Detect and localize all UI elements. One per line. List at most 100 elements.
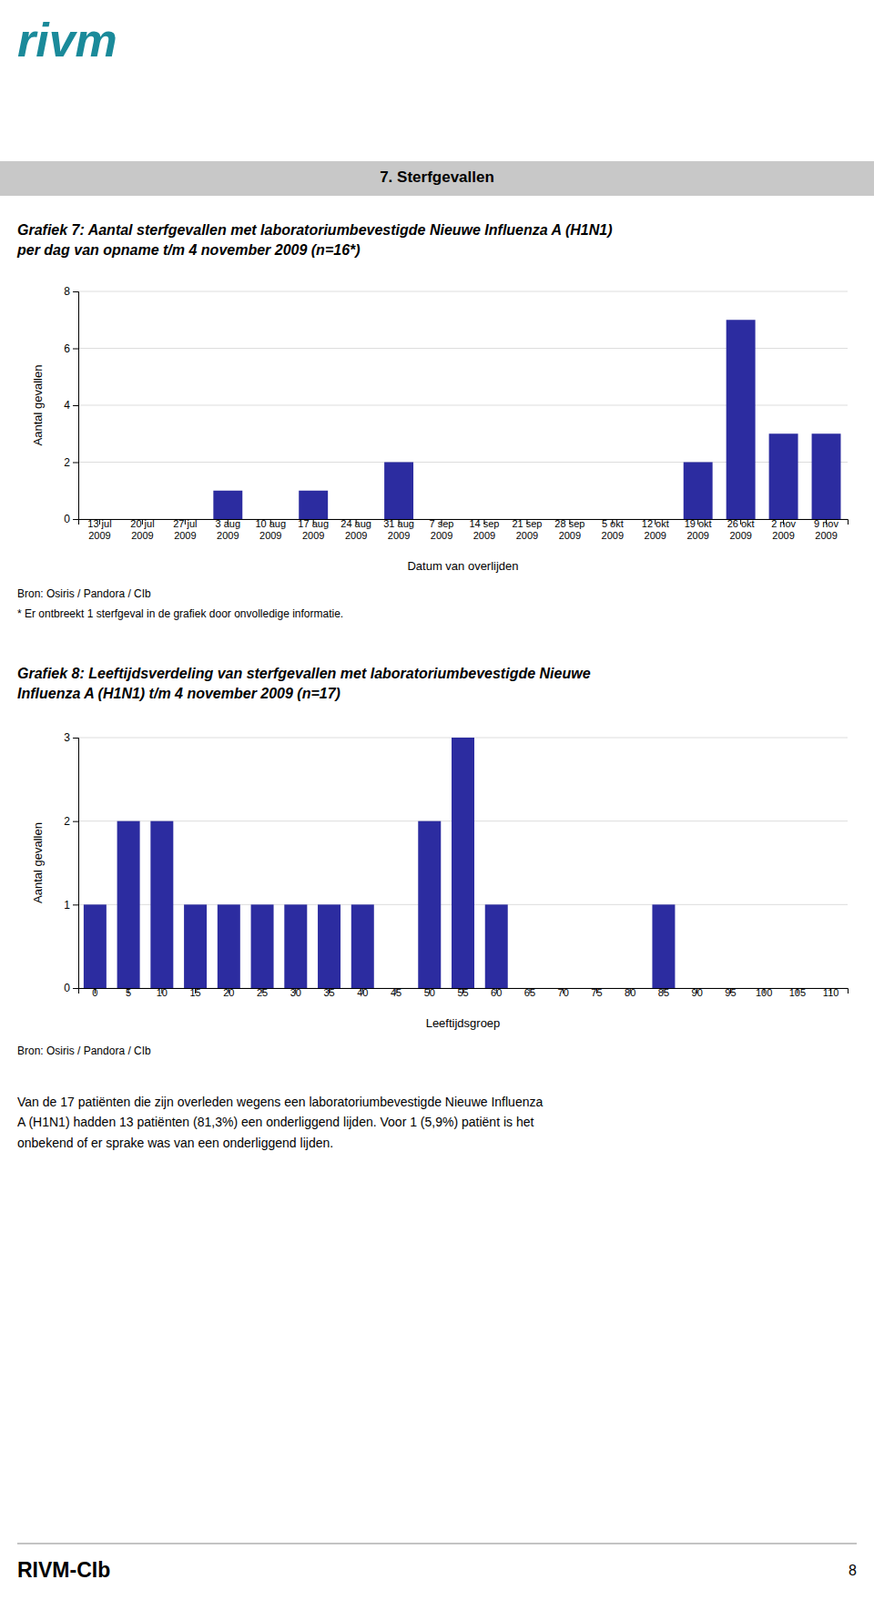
bar (284, 904, 307, 988)
text-line: 31 aug (383, 518, 415, 529)
text-line: 2009 (430, 529, 453, 541)
x-tick: 35 (323, 986, 335, 998)
text-line: 2009 (558, 529, 581, 541)
x-tick-label: 60 (490, 986, 502, 998)
bar (150, 821, 173, 988)
x-tick: 21 sep2009 (511, 518, 542, 541)
x-tick: 27 jul2009 (172, 518, 197, 541)
x-tick-label: 100 (755, 986, 773, 998)
text-line: 21 sep (511, 518, 542, 529)
text-line: 26 okt (727, 518, 755, 529)
footer-rule (17, 1543, 857, 1545)
text-line: 65 (524, 986, 536, 998)
x-tick: 20 (223, 986, 234, 998)
tick-mark (72, 987, 79, 989)
x-tick: 12 okt2009 (641, 518, 670, 541)
x-tick: 55 (457, 986, 468, 998)
text-line: 27 jul (172, 518, 197, 529)
text-line: 110 (823, 986, 840, 998)
x-axis-title: Leeftijdsgroep (426, 1016, 501, 1030)
text-line: 2009 (387, 529, 410, 541)
x-tick: 9 nov2009 (813, 518, 839, 541)
text-line: 28 sep (554, 518, 585, 529)
x-tick-label: 50 (424, 986, 436, 998)
y-axis: 02468 (63, 284, 79, 526)
grid-line (78, 291, 848, 293)
axis-line (72, 738, 80, 989)
x-tick: 24 aug2009 (340, 518, 372, 541)
tick-mark (72, 462, 79, 464)
x-tick-label: 3 aug2009 (215, 518, 242, 541)
x-tick-label: 5 (125, 986, 132, 998)
text-line: 85 (658, 986, 670, 998)
x-tick: 15 (189, 986, 201, 998)
text-line: 12 okt (641, 518, 670, 529)
x-tick: 105 (789, 986, 806, 998)
x-tick-label: 9 nov2009 (813, 518, 839, 541)
text-line: 2009 (814, 529, 837, 541)
x-tick-label: 40 (356, 986, 368, 998)
text-line: 105 (789, 986, 806, 998)
text-line: 17 aug (297, 518, 329, 529)
text-line: 15 (189, 986, 201, 998)
text-line: 40 (356, 986, 368, 998)
text-line: 35 (323, 986, 335, 998)
x-axis: 0510152025303540455055606570758085909510… (79, 986, 849, 998)
x-tick: 80 (624, 986, 636, 998)
grid (78, 291, 848, 519)
x-tick-label: 28 sep2009 (554, 518, 585, 541)
x-tick-label: 35 (323, 986, 335, 998)
x-tick: 40 (356, 986, 368, 998)
section-title: 7. Sterfgevallen (379, 168, 495, 186)
y-tick: 8 (63, 284, 79, 298)
x-tick: 5 okt2009 (601, 518, 624, 541)
x-tick: 5 (125, 986, 132, 998)
x-tick: 26 okt2009 (727, 518, 755, 541)
x-tick: 90 (691, 986, 703, 998)
y-tick-label: 2 (63, 456, 71, 469)
bar (213, 490, 243, 519)
text-line: 2009 (772, 529, 794, 541)
grid (78, 737, 848, 988)
bar (351, 904, 375, 988)
x-tick-label: 13 jul2009 (87, 518, 112, 541)
axis-line (72, 292, 80, 520)
text-line: 20 jul (130, 518, 154, 529)
x-tick-label: 30 (290, 986, 302, 998)
text-line: 13 jul (87, 518, 112, 529)
x-tick-label: 2 nov2009 (771, 518, 796, 541)
text-line: onbekend of er sprake was van een onderl… (17, 1135, 334, 1150)
x-tick: 60 (490, 986, 502, 998)
text-line: 90 (691, 986, 703, 998)
bar (726, 319, 756, 519)
bars (213, 319, 841, 519)
x-tick: 14 sep2009 (468, 518, 499, 541)
tick-mark (72, 737, 79, 739)
x-tick: 7 sep2009 (429, 518, 455, 541)
x-tick-label: 10 (156, 986, 168, 998)
text-line: 2009 (259, 529, 282, 541)
text-line: 2009 (345, 529, 367, 541)
y-tick-label: 3 (63, 731, 71, 744)
text-line: 5 okt (601, 518, 624, 529)
text-line: 7 sep (429, 518, 455, 529)
x-tick: 100 (755, 986, 773, 998)
text-line: 95 (724, 986, 736, 998)
y-tick-label: 1 (63, 898, 71, 912)
x-tick: 3 aug2009 (215, 518, 242, 541)
footer-right: 8 (848, 1562, 857, 1578)
y-axis: 0123 (63, 731, 79, 995)
bar (251, 904, 275, 988)
text-line: Influenza A (H1N1) t/m 4 november 2009 (… (17, 685, 341, 702)
tick-mark (72, 348, 79, 350)
x-tick-label: 0 (91, 986, 98, 998)
bar (812, 433, 842, 519)
text-line: 10 (156, 986, 168, 998)
text-line: 3 aug (215, 518, 242, 529)
text-line: 2009 (173, 529, 196, 541)
x-tick: 10 (156, 986, 168, 998)
page: rivm7. SterfgevallenGrafiek 7: Aantal st… (0, 0, 874, 1600)
bar (651, 904, 675, 988)
y-tick: 0 (63, 981, 79, 995)
x-tick-label: 65 (524, 986, 536, 998)
